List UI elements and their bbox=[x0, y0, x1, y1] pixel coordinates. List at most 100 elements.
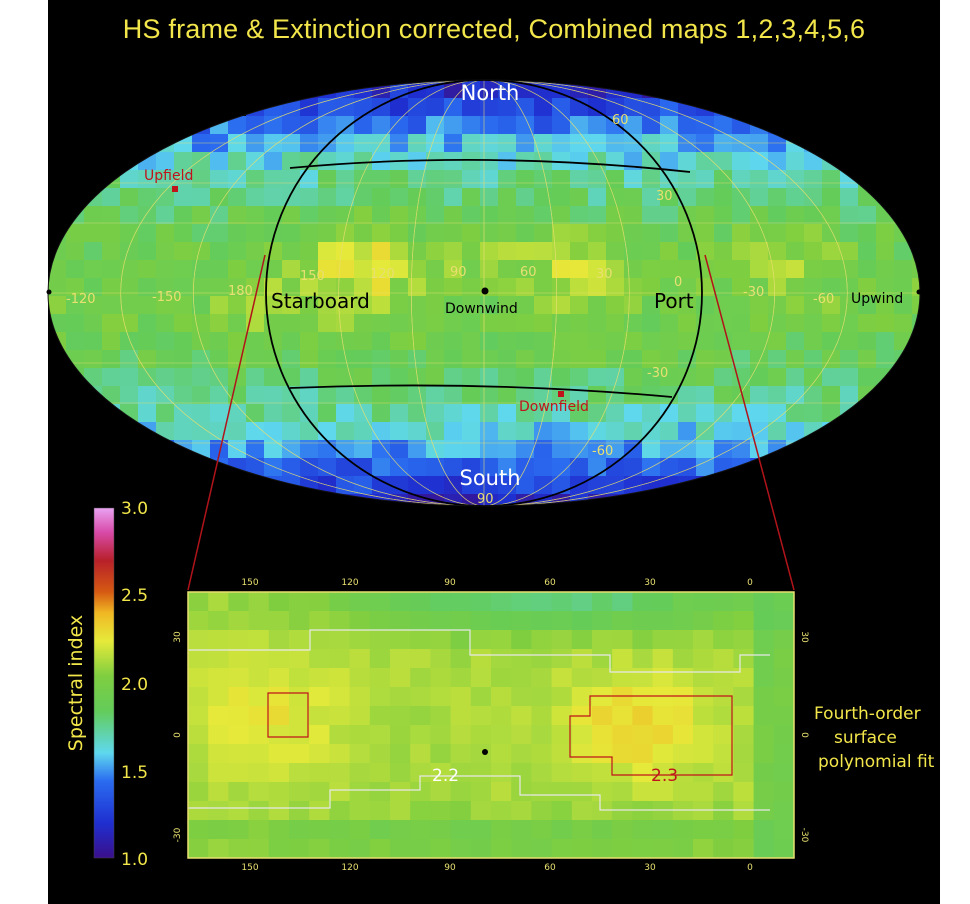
inset-cell bbox=[390, 801, 411, 821]
sky-map-cell bbox=[768, 188, 787, 207]
inset-cell bbox=[693, 592, 714, 612]
inset-x-tick: 60 bbox=[544, 578, 556, 588]
inset-cell bbox=[753, 801, 775, 821]
sky-map-cell bbox=[48, 296, 67, 315]
sky-map-cell bbox=[912, 332, 920, 351]
sky-map-cell bbox=[606, 404, 625, 423]
inset-cell bbox=[632, 649, 654, 669]
sky-map-cell bbox=[678, 278, 697, 297]
inset-cell bbox=[349, 820, 371, 840]
inset-cell bbox=[289, 687, 310, 707]
sky-map-cell bbox=[300, 440, 319, 459]
sky-map-cell bbox=[840, 314, 859, 333]
sky-map-cell bbox=[336, 206, 355, 225]
sky-map-cell bbox=[426, 98, 445, 117]
sky-map-cell bbox=[300, 260, 319, 279]
inset-cell bbox=[430, 630, 452, 650]
sky-map-cell bbox=[660, 98, 679, 117]
inset-cell bbox=[470, 668, 492, 688]
sky-map-cell bbox=[48, 332, 67, 351]
sky-map-cell bbox=[876, 224, 895, 243]
sky-map-cell bbox=[390, 170, 409, 189]
sky-map-cell bbox=[480, 116, 499, 135]
sky-map-cell bbox=[264, 422, 283, 441]
inset-cell bbox=[268, 820, 290, 840]
sky-map-cell bbox=[156, 152, 175, 171]
sky-map-cell bbox=[354, 350, 373, 369]
sky-map-cell bbox=[912, 278, 920, 297]
sky-map-cell bbox=[210, 152, 229, 171]
sky-map-cell bbox=[768, 296, 787, 315]
inset-x-tick: 0 bbox=[747, 578, 753, 588]
inset-cell bbox=[511, 801, 532, 821]
sky-map-cell bbox=[138, 296, 157, 315]
sky-map-cell bbox=[210, 170, 229, 189]
inset-cell bbox=[713, 592, 734, 612]
sky-map-cell bbox=[516, 296, 535, 315]
sky-map-cell bbox=[174, 242, 193, 261]
sky-map-cell bbox=[588, 242, 607, 261]
lon-tick: 0 bbox=[674, 275, 682, 290]
inset-cell bbox=[491, 801, 512, 821]
inset-cell bbox=[491, 725, 512, 745]
sky-map-cell bbox=[390, 350, 409, 369]
sky-map-cell bbox=[606, 440, 625, 459]
sky-map-cell bbox=[678, 314, 697, 333]
sky-map-cell bbox=[696, 260, 715, 279]
inset-cell bbox=[511, 668, 532, 688]
sky-map-cell bbox=[444, 458, 463, 477]
inset-cell bbox=[773, 668, 794, 688]
inset-cell bbox=[511, 611, 532, 631]
inset-cell bbox=[592, 763, 613, 783]
sky-map-cell bbox=[228, 404, 247, 423]
inset-cell bbox=[268, 687, 290, 707]
sky-map-cell bbox=[336, 422, 355, 441]
sky-map-cell bbox=[372, 224, 391, 243]
inset-cell bbox=[309, 725, 330, 745]
sky-map-cell bbox=[372, 242, 391, 261]
sky-map-cell bbox=[732, 440, 751, 459]
inset-cell bbox=[511, 782, 532, 802]
sky-map-cell bbox=[588, 278, 607, 297]
inset-cell bbox=[491, 820, 512, 840]
sky-map-cell bbox=[498, 422, 517, 441]
inset-cell bbox=[773, 649, 794, 669]
sky-map-cell bbox=[822, 278, 841, 297]
sky-map-cell bbox=[426, 368, 445, 387]
sky-map-cell bbox=[768, 404, 787, 423]
sky-map-cell bbox=[516, 476, 535, 495]
sky-map-cell bbox=[444, 116, 463, 135]
sky-map-cell bbox=[228, 422, 247, 441]
sky-map-cell bbox=[642, 404, 661, 423]
sky-map-cell bbox=[462, 368, 481, 387]
inset-cell bbox=[672, 782, 694, 802]
sky-map-cell bbox=[858, 260, 877, 279]
sky-map-cell bbox=[552, 116, 571, 135]
sky-map-cell bbox=[48, 224, 67, 243]
sky-map-cell bbox=[156, 404, 175, 423]
inset-cell bbox=[551, 687, 573, 707]
sky-map-cell bbox=[372, 404, 391, 423]
sky-map-cell bbox=[264, 404, 283, 423]
inset-x-tick-bottom: 120 bbox=[341, 863, 358, 873]
inset-cell bbox=[491, 706, 512, 726]
sky-map-cell bbox=[372, 116, 391, 135]
sky-map-cell bbox=[156, 296, 175, 315]
sky-map-cell bbox=[678, 386, 697, 405]
sky-map-cell bbox=[588, 368, 607, 387]
inset-cell bbox=[450, 763, 472, 783]
sky-map-cell bbox=[174, 206, 193, 225]
sky-map-cell bbox=[822, 170, 841, 189]
sky-map-cell bbox=[498, 242, 517, 261]
sky-map-cell bbox=[624, 386, 643, 405]
inset-cell bbox=[672, 801, 694, 821]
sky-map-cell bbox=[300, 314, 319, 333]
inset-cell bbox=[652, 687, 674, 707]
sky-map-cell bbox=[390, 278, 409, 297]
contour-line-2-2 bbox=[188, 629, 770, 673]
sky-map-cell bbox=[318, 152, 337, 171]
sky-map-cell bbox=[228, 296, 247, 315]
sky-map-cell bbox=[768, 368, 787, 387]
sky-map-cell bbox=[624, 368, 643, 387]
sky-map-cell bbox=[660, 422, 679, 441]
